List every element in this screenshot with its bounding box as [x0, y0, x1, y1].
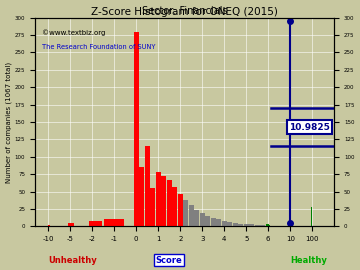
Text: Score: Score — [156, 256, 183, 265]
Bar — [266, 224, 269, 226]
Bar — [216, 220, 221, 226]
Bar — [48, 225, 50, 226]
Bar — [199, 213, 205, 226]
Bar — [68, 223, 73, 226]
Bar — [222, 221, 227, 226]
Text: Sector: Financials: Sector: Financials — [142, 6, 228, 16]
Text: The Research Foundation of SUNY: The Research Foundation of SUNY — [42, 44, 155, 50]
Text: Healthy: Healthy — [290, 256, 327, 265]
Bar — [167, 180, 172, 226]
Bar — [189, 205, 194, 226]
Bar — [177, 194, 183, 226]
Text: 10.9825: 10.9825 — [289, 123, 330, 132]
Text: ©www.textbiz.org: ©www.textbiz.org — [42, 29, 105, 36]
Bar — [194, 210, 199, 226]
Bar — [156, 172, 161, 226]
Bar — [260, 225, 265, 226]
Bar — [238, 224, 243, 226]
Bar — [233, 223, 238, 226]
Bar — [139, 167, 144, 226]
Bar — [211, 218, 216, 226]
Bar — [172, 187, 177, 226]
Bar — [205, 216, 210, 226]
Text: Unhealthy: Unhealthy — [48, 256, 97, 265]
Bar — [183, 200, 188, 226]
Title: Z-Score Histogram for ONEQ (2015): Z-Score Histogram for ONEQ (2015) — [91, 7, 278, 17]
Bar — [150, 188, 156, 226]
Bar — [134, 32, 139, 226]
Bar — [249, 224, 255, 226]
Bar — [244, 224, 249, 226]
Bar — [311, 207, 312, 226]
Bar — [289, 174, 290, 226]
Y-axis label: Number of companies (1067 total): Number of companies (1067 total) — [5, 61, 12, 183]
Bar — [269, 225, 270, 226]
Bar — [104, 220, 124, 226]
Bar — [145, 146, 150, 226]
Bar — [255, 225, 260, 226]
Bar — [89, 221, 102, 226]
Bar — [161, 176, 166, 226]
Bar — [227, 222, 232, 226]
